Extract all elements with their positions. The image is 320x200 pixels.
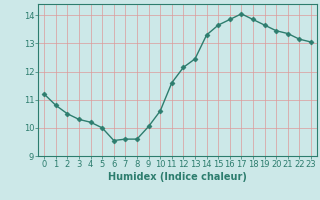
X-axis label: Humidex (Indice chaleur): Humidex (Indice chaleur) (108, 172, 247, 182)
